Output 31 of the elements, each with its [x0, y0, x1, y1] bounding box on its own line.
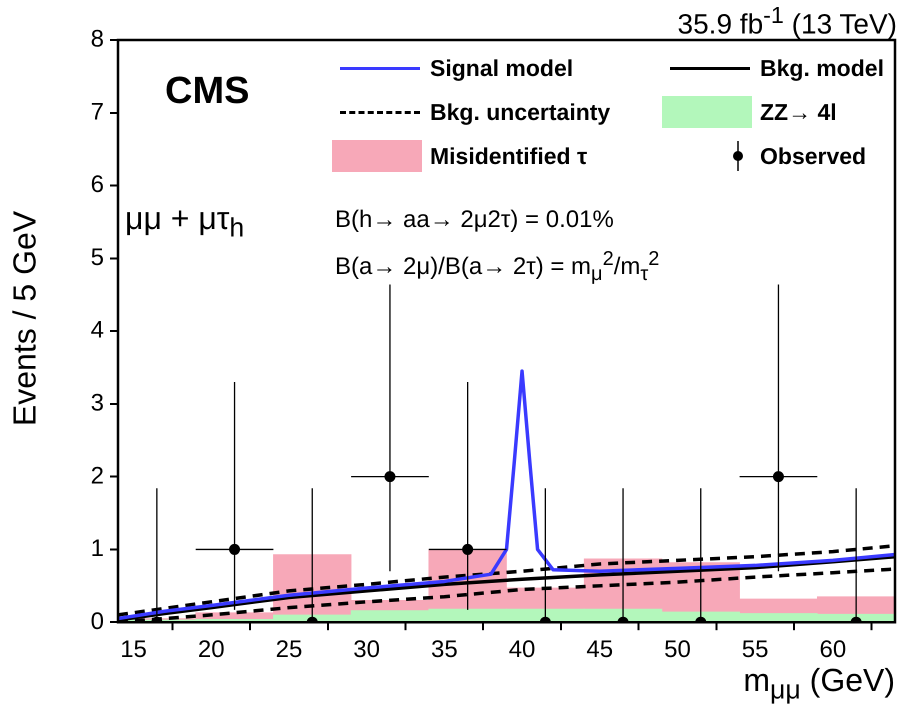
- legend-label: Bkg. model: [760, 54, 884, 82]
- x-tick-label: 40: [508, 636, 536, 664]
- x-axis-title: m$_{μμ}$ (GeV): [743, 662, 895, 705]
- legend-label: Bkg. uncertainty: [430, 98, 610, 126]
- x-tick-label: 45: [586, 636, 614, 664]
- y-tick-label: 2: [90, 462, 104, 490]
- legend-label: Misidentified τ: [430, 142, 588, 170]
- x-tick-label: 15: [120, 636, 147, 664]
- legend-label: ZZ→ 4l: [760, 98, 837, 126]
- y-tick-label: 7: [90, 98, 104, 126]
- annotation: μμ + μτ$_{h}$: [125, 200, 244, 244]
- annotation: B(h→ aa→ 2μ2τ) = 0.01%: [335, 206, 614, 234]
- x-tick-label: 20: [198, 636, 225, 664]
- x-tick-label: 55: [742, 636, 768, 664]
- legend-label: Signal model: [430, 54, 574, 82]
- x-tick-label: 60: [819, 636, 846, 664]
- y-tick-label: 0: [90, 608, 104, 635]
- y-tick-label: 3: [90, 390, 104, 416]
- annotation: CMS: [165, 70, 250, 113]
- chart-title: 35.9 fb$^{-1}$ (13 TeV): [678, 2, 897, 40]
- y-tick-label: 4: [90, 316, 104, 344]
- legend-label: Observed: [760, 142, 866, 170]
- y-tick-label: 5: [90, 244, 104, 271]
- x-tick-label: 35: [430, 636, 458, 664]
- x-tick-label: 50: [664, 636, 691, 664]
- y-tick-label: 6: [90, 171, 104, 198]
- y-tick-label: 8: [90, 26, 104, 53]
- x-tick-label: 30: [353, 636, 380, 664]
- x-tick-label: 25: [276, 636, 302, 664]
- y-axis-title: Events / 5 GeV: [6, 210, 44, 428]
- y-tick-label: 1: [90, 535, 104, 562]
